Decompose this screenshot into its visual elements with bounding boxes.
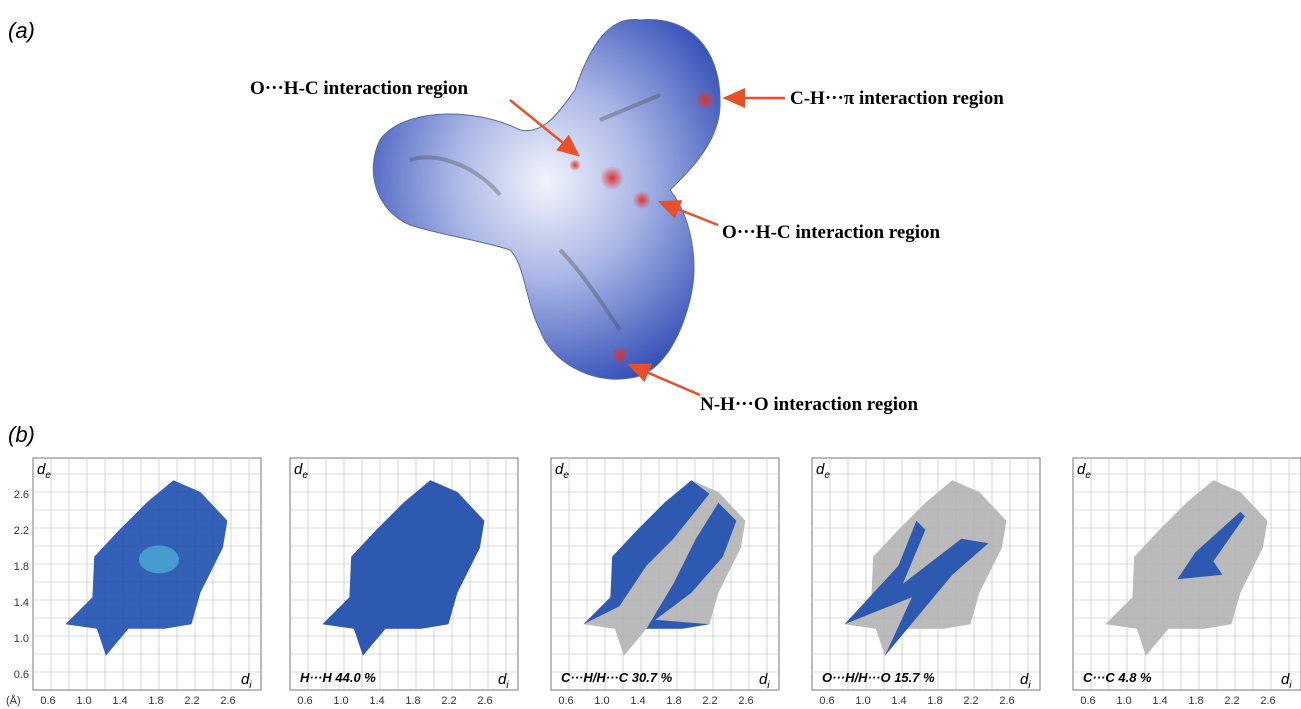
x-tick-label: 2.2	[963, 695, 978, 707]
x-tick-label: 1.0	[1116, 695, 1131, 707]
x-tick-label: 2.2	[1224, 695, 1239, 707]
plot-caption: C···H/H···C 30.7 %	[561, 670, 673, 685]
y-tick-label: 1.4	[14, 597, 29, 609]
x-tick-label: 2.6	[999, 695, 1014, 707]
plot-caption: H···H 44.0 %	[300, 670, 376, 685]
plot-caption: C···C 4.8 %	[1083, 670, 1152, 685]
x-tick-label: 0.6	[40, 695, 55, 707]
x-tick-label: 1.4	[112, 695, 127, 707]
annotation: N-H···O interaction region	[700, 394, 919, 415]
axis-subscript: e	[824, 470, 830, 481]
x-tick-label: 2.6	[477, 695, 492, 707]
x-tick-label: 0.6	[297, 695, 312, 707]
figure: (a) O···H-C interaction region C-H···π i…	[0, 0, 1301, 709]
x-tick-label: 1.4	[369, 695, 384, 707]
panel-label: (a)	[8, 18, 35, 43]
x-tick-label: 1.8	[148, 695, 163, 707]
x-tick-label: 2.6	[1260, 695, 1275, 707]
x-tick-label: 1.0	[333, 695, 348, 707]
x-tick-label: 2.6	[220, 695, 235, 707]
x-tick-label: 1.4	[1152, 695, 1167, 707]
x-tick-label: 0.6	[819, 695, 834, 707]
x-tick-label: 0.6	[558, 695, 573, 707]
annotation: C-H···π interaction region	[790, 88, 1004, 109]
axis-subscript: e	[45, 470, 51, 481]
x-tick-label: 1.8	[666, 695, 681, 707]
x-tick-label: 1.0	[855, 695, 870, 707]
unit-label: (Å)	[6, 694, 21, 707]
annotation: O···H-C interaction region	[250, 78, 469, 99]
x-tick-label: 1.8	[1188, 695, 1203, 707]
x-tick-label: 1.4	[630, 695, 645, 707]
x-tick-label: 2.2	[441, 695, 456, 707]
y-tick-label: 0.6	[14, 669, 29, 681]
panel-label: (b)	[8, 422, 35, 447]
x-tick-label: 2.2	[184, 695, 199, 707]
plot-caption: O···H/H···O 15.7 %	[822, 670, 935, 685]
fingerprint-core	[139, 546, 179, 574]
x-tick-label: 1.0	[594, 695, 609, 707]
x-tick-label: 2.2	[702, 695, 717, 707]
annotation: O···H-C interaction region	[722, 222, 941, 243]
x-tick-label: 0.6	[1080, 695, 1095, 707]
x-tick-label: 1.8	[405, 695, 420, 707]
axis-subscript: e	[1085, 470, 1091, 481]
hirshfeld-surface	[373, 19, 720, 379]
axis-subscript: e	[302, 470, 308, 481]
x-tick-label: 1.4	[891, 695, 906, 707]
y-tick-label: 2.6	[14, 489, 29, 501]
x-tick-label: 1.0	[76, 695, 91, 707]
x-tick-label: 2.6	[738, 695, 753, 707]
y-tick-label: 1.8	[14, 561, 29, 573]
y-tick-label: 2.2	[14, 525, 29, 537]
axis-subscript: e	[563, 470, 569, 481]
y-tick-label: 1.0	[14, 633, 29, 645]
x-tick-label: 1.8	[927, 695, 942, 707]
